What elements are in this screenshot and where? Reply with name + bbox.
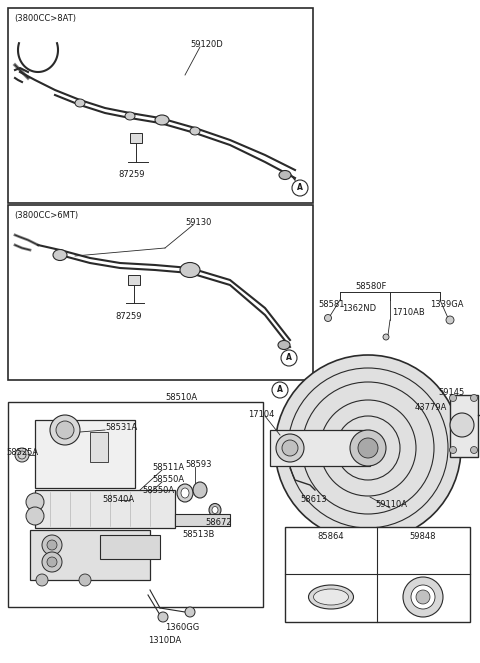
Text: 59120D: 59120D bbox=[190, 40, 223, 49]
Text: A: A bbox=[286, 353, 292, 363]
Bar bbox=[35, 420, 135, 488]
Bar bbox=[8, 8, 313, 203]
Ellipse shape bbox=[125, 112, 135, 120]
Circle shape bbox=[36, 574, 48, 586]
Text: 1710AB: 1710AB bbox=[392, 308, 425, 317]
Circle shape bbox=[403, 577, 443, 617]
Text: 58550A: 58550A bbox=[142, 486, 174, 495]
Ellipse shape bbox=[313, 589, 348, 605]
Text: 1310DA: 1310DA bbox=[148, 636, 181, 645]
Ellipse shape bbox=[212, 507, 218, 514]
Circle shape bbox=[47, 557, 57, 567]
Circle shape bbox=[282, 440, 298, 456]
Text: (3800CC>6MT): (3800CC>6MT) bbox=[14, 211, 78, 220]
Bar bbox=[8, 205, 313, 380]
Circle shape bbox=[470, 446, 478, 453]
Ellipse shape bbox=[180, 263, 200, 278]
Bar bbox=[100, 535, 160, 559]
Circle shape bbox=[292, 180, 308, 196]
Circle shape bbox=[449, 446, 456, 453]
Ellipse shape bbox=[155, 115, 169, 125]
Ellipse shape bbox=[279, 170, 291, 180]
Bar bbox=[8, 402, 263, 607]
Circle shape bbox=[15, 448, 29, 462]
Text: 59848: 59848 bbox=[410, 532, 436, 541]
Text: 59145: 59145 bbox=[438, 388, 464, 397]
Ellipse shape bbox=[190, 127, 200, 135]
Ellipse shape bbox=[177, 484, 193, 502]
Text: 58581: 58581 bbox=[318, 300, 345, 309]
Ellipse shape bbox=[181, 488, 189, 498]
Circle shape bbox=[79, 574, 91, 586]
Text: 58525A: 58525A bbox=[6, 448, 38, 457]
Ellipse shape bbox=[53, 249, 67, 261]
Circle shape bbox=[185, 607, 195, 617]
Text: 43779A: 43779A bbox=[415, 403, 447, 412]
Circle shape bbox=[42, 552, 62, 572]
Text: 58613: 58613 bbox=[300, 495, 326, 504]
Text: 58593: 58593 bbox=[185, 460, 212, 469]
Text: 58540A: 58540A bbox=[102, 495, 134, 504]
Circle shape bbox=[56, 421, 74, 439]
Bar bbox=[90, 432, 108, 462]
Circle shape bbox=[276, 434, 304, 462]
Bar bbox=[128, 275, 140, 285]
Ellipse shape bbox=[309, 585, 353, 609]
Bar bbox=[175, 514, 230, 526]
Text: 58511A: 58511A bbox=[152, 463, 184, 472]
Circle shape bbox=[275, 355, 461, 541]
Circle shape bbox=[272, 382, 288, 398]
Text: 85864: 85864 bbox=[318, 532, 344, 541]
Circle shape bbox=[470, 394, 478, 402]
Circle shape bbox=[449, 394, 456, 402]
Bar bbox=[285, 527, 470, 622]
Circle shape bbox=[26, 507, 44, 525]
Text: 58531A: 58531A bbox=[105, 423, 137, 432]
Circle shape bbox=[416, 590, 430, 604]
Ellipse shape bbox=[75, 99, 85, 107]
Text: 17104: 17104 bbox=[248, 410, 275, 419]
Circle shape bbox=[446, 316, 454, 324]
Circle shape bbox=[450, 413, 474, 437]
Ellipse shape bbox=[209, 503, 221, 516]
Bar bbox=[450, 395, 478, 457]
Text: 58510A: 58510A bbox=[165, 393, 197, 402]
Text: A: A bbox=[277, 385, 283, 394]
Bar bbox=[270, 430, 370, 466]
Circle shape bbox=[158, 612, 168, 622]
Circle shape bbox=[350, 430, 386, 466]
Circle shape bbox=[411, 585, 435, 609]
Text: 87259: 87259 bbox=[115, 312, 142, 321]
Text: (3800CC>8AT): (3800CC>8AT) bbox=[14, 14, 76, 23]
Text: 58580F: 58580F bbox=[355, 282, 386, 291]
Text: 1362ND: 1362ND bbox=[342, 304, 376, 313]
Circle shape bbox=[324, 314, 332, 322]
Circle shape bbox=[383, 334, 389, 340]
Bar bbox=[35, 490, 175, 528]
Text: 1360GG: 1360GG bbox=[165, 623, 199, 632]
Circle shape bbox=[42, 535, 62, 555]
Bar bbox=[30, 530, 150, 580]
Text: 59110A: 59110A bbox=[375, 500, 407, 509]
Bar bbox=[130, 133, 142, 143]
Ellipse shape bbox=[193, 482, 207, 498]
Ellipse shape bbox=[278, 341, 290, 349]
Circle shape bbox=[358, 438, 378, 458]
Text: 58513B: 58513B bbox=[182, 530, 215, 539]
Text: 87259: 87259 bbox=[118, 170, 144, 179]
Circle shape bbox=[50, 415, 80, 445]
Circle shape bbox=[281, 350, 297, 366]
Text: 58672: 58672 bbox=[205, 518, 232, 527]
Text: 1339GA: 1339GA bbox=[430, 300, 464, 309]
Text: 59130: 59130 bbox=[185, 218, 211, 227]
Circle shape bbox=[26, 493, 44, 511]
Circle shape bbox=[47, 540, 57, 550]
Text: 58550A: 58550A bbox=[152, 475, 184, 484]
Text: A: A bbox=[297, 184, 303, 192]
